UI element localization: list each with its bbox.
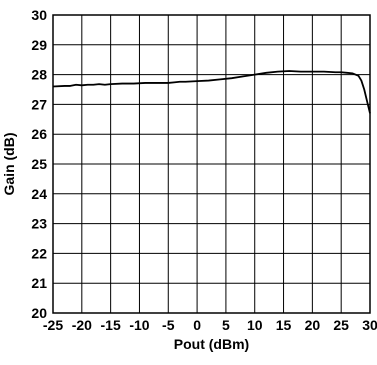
y-axis-title: Gain (dB): [1, 133, 17, 196]
y-tick-label: 20: [31, 305, 47, 321]
y-tick-label: 23: [31, 216, 47, 232]
x-tick-label: -10: [129, 317, 149, 333]
y-tick-label: 27: [31, 96, 47, 112]
y-tick-label: 24: [31, 186, 47, 202]
y-tick-label: 25: [31, 156, 47, 172]
x-tick-label: -5: [162, 317, 175, 333]
series-layer: [52, 70, 371, 114]
x-tick-label: 25: [333, 317, 349, 333]
y-tick-label: 26: [31, 126, 47, 142]
x-tick-label: -20: [72, 317, 92, 333]
x-tick-label: 20: [305, 317, 321, 333]
x-tick-label: 10: [247, 317, 263, 333]
x-tick-label: 15: [276, 317, 292, 333]
x-tick-label: 0: [193, 317, 201, 333]
x-tick-label: -25: [43, 317, 63, 333]
x-tick-label: -15: [101, 317, 121, 333]
y-tick-labels: 20 21 22 23 24 25 26 27 28 29 30: [31, 7, 47, 321]
x-tick-label: 30: [362, 317, 377, 333]
gain-curve: [52, 70, 371, 114]
grid-lines: [52, 14, 371, 314]
y-tick-label: 22: [31, 245, 47, 261]
y-tick-label: 29: [31, 37, 47, 53]
x-tick-labels: -25 -20 -15 -10 -5 0 5 10 15 20 25 30: [43, 317, 377, 333]
y-tick-label: 30: [31, 7, 47, 23]
y-tick-label: 28: [31, 67, 47, 83]
plot-border: [52, 14, 371, 314]
plot-frame: [52, 14, 371, 314]
x-tick-label: 5: [222, 317, 230, 333]
x-axis-title: Pout (dBm): [174, 336, 249, 352]
y-tick-label: 21: [31, 275, 47, 291]
